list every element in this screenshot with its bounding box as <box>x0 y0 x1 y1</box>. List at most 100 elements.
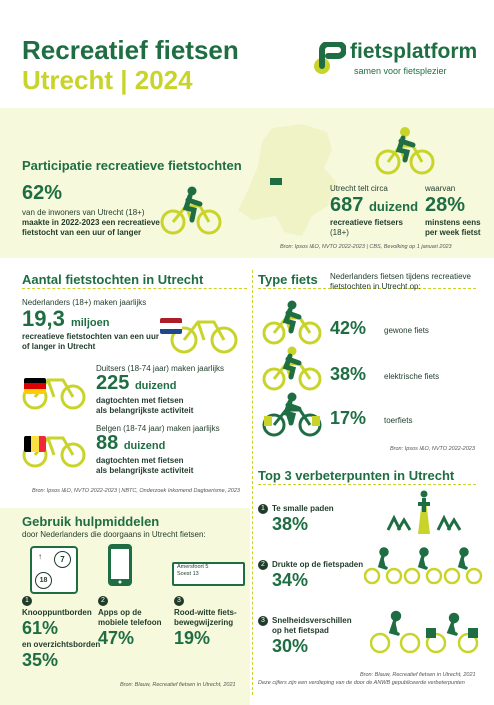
type-title: Type fiets <box>258 272 318 287</box>
type-pct-3: 17% <box>330 408 367 428</box>
count-label2: (18+) <box>330 228 349 237</box>
weekly-label1: minstens eens <box>425 218 481 227</box>
hulp-num-1: 1 <box>22 596 32 606</box>
be-label1: dagtochten met fietsen <box>96 456 184 465</box>
aantal-title: Aantal fietstochten in Utrecht <box>22 272 204 287</box>
de-label1: dagtochten met fietsen <box>96 396 184 405</box>
top3-label-3a: Snelheidsverschillen <box>272 616 352 625</box>
logo-icon <box>314 42 346 74</box>
sign-bottom-node: 18 <box>35 572 52 589</box>
weekly-pct: 28% <box>425 194 466 216</box>
road-sign-line2: Soest 13 <box>177 571 199 577</box>
participatie-band <box>0 108 494 258</box>
nl-bike-icon <box>170 320 238 354</box>
hulp-extra-pct-1: 35% <box>22 650 59 670</box>
weekly-intro: waarvan <box>425 184 456 193</box>
count-number: 687 <box>330 194 364 216</box>
hulp-label-3b: bewegwijzering <box>174 618 234 627</box>
type-pct-2: 38% <box>330 364 367 384</box>
hulp-source: Bron: Blauw, Recreatief fietsen in Utrec… <box>120 682 236 688</box>
count-intro: Utrecht telt circa <box>330 184 388 193</box>
column-divider <box>252 270 253 695</box>
top3-label-2: Drukte op de fietspaden <box>272 560 364 569</box>
top3-num-2: 2 <box>258 560 268 570</box>
type-label-1: gewone fiets <box>384 326 429 335</box>
count-label1: recreatieve fietsers <box>330 218 403 227</box>
participatie-line3: fietstocht van een uur of langer <box>22 228 142 237</box>
bottom-band <box>0 508 250 705</box>
type-label-3: toerfiets <box>384 416 413 425</box>
hulp-label-1: Knooppuntborden <box>22 608 92 617</box>
sign-top-node: 7 <box>54 551 71 568</box>
busy-path-icon <box>364 547 483 585</box>
be-value: 88 duizend <box>96 432 165 455</box>
hulp-num-2: 2 <box>98 596 108 606</box>
regular-bike-icon <box>262 300 322 345</box>
phone-icon <box>108 544 132 586</box>
be-intro: Belgen (18-74 jaar) maken jaarlijks <box>96 424 220 433</box>
de-flag <box>24 378 46 394</box>
narrow-path-icon <box>386 490 462 534</box>
hulp-pct-3: 19% <box>174 628 211 648</box>
top3-source1: Bron: Blauw, Recreatief fietsen in Utrec… <box>360 672 476 678</box>
de-unit: duizend <box>134 380 177 392</box>
be-label2: als belangrijkste activiteit <box>96 466 194 475</box>
type-intro1: Nederlanders fietsen tijdens recreatieve <box>330 272 471 281</box>
be-number: 88 <box>96 432 119 454</box>
speed-difference-icon <box>370 610 479 654</box>
count-value: 687 duizend <box>330 194 418 217</box>
cyclist-map-icon <box>375 127 435 175</box>
logo-name: fietsplatform <box>350 40 478 63</box>
participatie-line2: maakte in 2022-2023 een recreatieve <box>22 218 160 227</box>
nl-label1: recreatieve fietstochten van een uur <box>22 332 159 341</box>
de-intro: Duitsers (18-74 jaar) maken jaarlijks <box>96 364 225 373</box>
hulp-label-2b: mobiele telefoon <box>98 618 162 627</box>
participatie-line1: van de inwoners van Utrecht (18+) <box>22 208 145 217</box>
netherlands-map <box>238 124 336 236</box>
type-label-2: elektrische fiets <box>384 372 440 381</box>
be-unit: duizend <box>123 440 166 452</box>
road-sign-icon: Amersfoort 5 Soest 13 <box>172 562 245 586</box>
de-label2: als belangrijkste activiteit <box>96 406 194 415</box>
nl-value: 19,3 miljoen <box>22 306 109 332</box>
aantal-source: Bron: Ipsos I&O, NVTO 2022-2023 | NBTC, … <box>32 488 240 494</box>
type-pct-1: 42% <box>330 318 367 338</box>
top3-num-1: 1 <box>258 504 268 514</box>
top3-divider <box>258 484 476 485</box>
touring-bike-icon <box>262 392 322 437</box>
top3-label-1: Te smalle paden <box>272 504 334 513</box>
page-title: Recreatief fietsen <box>22 35 239 65</box>
be-flag <box>24 436 46 452</box>
cyclist-icon <box>160 186 222 235</box>
weekly-label2: per week fietst <box>425 228 481 237</box>
sign-arrows: ↑ <box>38 552 42 561</box>
top3-title: Top 3 verbeterpunten in Utrecht <box>258 468 455 483</box>
hulp-label-3a: Rood-witte fiets- <box>174 608 237 617</box>
top3-label-3b: op het fietspad <box>272 626 329 635</box>
top3-pct-3: 30% <box>272 636 309 656</box>
hulp-num-3: 3 <box>174 596 184 606</box>
hulp-pct-1: 61% <box>22 618 59 638</box>
nl-flag <box>160 318 182 334</box>
knooppunt-sign-icon: 7 18 ↑ <box>30 546 78 594</box>
type-source: Bron: Ipsos I&O, NVTO 2022-2023 <box>390 446 475 452</box>
participatie-source: Bron: Ipsos I&O, NVTO 2022-2023 | CBS, B… <box>280 244 452 250</box>
hulp-intro: door Nederlanders die doorgaans in Utrec… <box>22 530 206 539</box>
page-subtitle: Utrecht | 2024 <box>22 65 193 95</box>
participatie-text: van de inwoners van Utrecht (18+) maakte… <box>22 208 172 238</box>
nl-number: 19,3 <box>22 306 65 331</box>
nl-intro: Nederlanders (18+) maken jaarlijks <box>22 298 147 307</box>
type-divider <box>258 288 476 289</box>
hulp-extra-1: en overzichtsborden <box>22 640 101 649</box>
count-unit: duizend <box>368 199 419 214</box>
top3-num-3: 3 <box>258 616 268 626</box>
nl-unit: miljoen <box>70 317 110 329</box>
nl-label2: of langer in Utrecht <box>22 342 96 351</box>
fietsplatform-logo: fietsplatform samen voor fietsplezier <box>312 40 477 85</box>
aantal-divider <box>22 288 247 289</box>
top3-source2: Deze cijfers zijn een verdieping van de … <box>258 680 465 686</box>
de-number: 225 <box>96 372 130 394</box>
hulp-title: Gebruik hulpmiddelen <box>22 514 160 529</box>
top3-pct-1: 38% <box>272 514 309 534</box>
top3-pct-2: 34% <box>272 570 309 590</box>
